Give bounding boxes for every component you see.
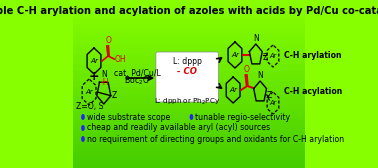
Text: no requirement of directing groups and oxidants for C-H arylation: no requirement of directing groups and o… [87, 135, 344, 143]
Text: C-H arylation: C-H arylation [284, 51, 341, 59]
Text: cheap and readily available aryl (acyl) sources: cheap and readily available aryl (acyl) … [87, 123, 270, 133]
Bar [73, 77, 305, 81]
Text: C-H acylation: C-H acylation [284, 88, 342, 96]
Bar [73, 138, 305, 141]
Text: O: O [105, 36, 111, 45]
Text: N: N [101, 70, 107, 79]
Bar [73, 87, 305, 91]
Bar [73, 54, 305, 57]
Bar [73, 34, 305, 37]
Bar [73, 118, 305, 121]
Text: +: + [89, 71, 99, 83]
Bar [73, 71, 305, 74]
Text: Z=O, S: Z=O, S [76, 101, 103, 111]
Bar [73, 50, 305, 54]
Bar [73, 60, 305, 64]
Bar [73, 155, 305, 158]
Bar [73, 97, 305, 101]
Text: Z: Z [267, 91, 272, 99]
Bar [73, 74, 305, 77]
Bar [73, 17, 305, 20]
Text: -H: -H [101, 78, 109, 87]
Bar [73, 124, 305, 128]
Text: Z: Z [111, 92, 116, 100]
Text: Ar: Ar [85, 89, 93, 95]
Circle shape [190, 114, 193, 120]
Bar [73, 84, 305, 87]
Text: OH: OH [115, 54, 127, 64]
Text: O: O [244, 65, 249, 74]
Bar [73, 94, 305, 97]
Bar [73, 81, 305, 84]
Bar [73, 37, 305, 40]
Text: Ar: Ar [229, 87, 237, 93]
Circle shape [81, 114, 85, 120]
Text: N: N [253, 34, 259, 43]
Bar [73, 7, 305, 10]
Text: Tunable C-H arylation and acylation of azoles with acids by Pd/Cu co-catalysis: Tunable C-H arylation and acylation of a… [0, 6, 378, 16]
Bar [73, 134, 305, 138]
Bar [73, 111, 305, 114]
Text: Ar: Ar [270, 100, 277, 106]
Bar [73, 91, 305, 94]
Text: Ar: Ar [90, 58, 98, 64]
Bar [73, 108, 305, 111]
Circle shape [81, 136, 85, 142]
Text: tunable regio-selectivity: tunable regio-selectivity [195, 113, 290, 121]
Bar [73, 165, 305, 168]
Text: Ar: Ar [231, 52, 239, 58]
Bar [73, 30, 305, 34]
Bar [73, 161, 305, 165]
Bar [73, 101, 305, 104]
Bar [73, 131, 305, 134]
Bar [73, 64, 305, 67]
Bar [73, 158, 305, 161]
Bar [73, 40, 305, 44]
Text: Z: Z [263, 53, 268, 62]
Text: - CO: - CO [177, 68, 197, 76]
Bar [73, 0, 305, 3]
Bar [73, 47, 305, 50]
Circle shape [81, 125, 85, 131]
Text: Boc$_2$O: Boc$_2$O [124, 75, 150, 87]
Bar [73, 10, 305, 13]
Text: L: dppp: L: dppp [173, 57, 201, 67]
Bar [73, 20, 305, 24]
Bar [73, 13, 305, 17]
Text: Ar: Ar [270, 53, 277, 59]
Bar [73, 27, 305, 30]
Text: N: N [257, 71, 263, 80]
Bar [73, 104, 305, 108]
Bar [73, 144, 305, 148]
Bar [73, 141, 305, 144]
Bar [73, 148, 305, 151]
Bar [73, 121, 305, 124]
Text: wide substrate scope: wide substrate scope [87, 113, 170, 121]
Bar [73, 3, 305, 7]
Text: L: dpph or Ph$_2$PCy: L: dpph or Ph$_2$PCy [154, 97, 220, 107]
Bar [73, 44, 305, 47]
FancyBboxPatch shape [156, 52, 218, 102]
Bar [73, 128, 305, 131]
Bar [73, 151, 305, 155]
Bar [73, 24, 305, 27]
Bar [73, 67, 305, 71]
Bar [73, 57, 305, 60]
Bar [73, 114, 305, 118]
Text: cat. Pd/Cu/L: cat. Pd/Cu/L [113, 69, 160, 77]
